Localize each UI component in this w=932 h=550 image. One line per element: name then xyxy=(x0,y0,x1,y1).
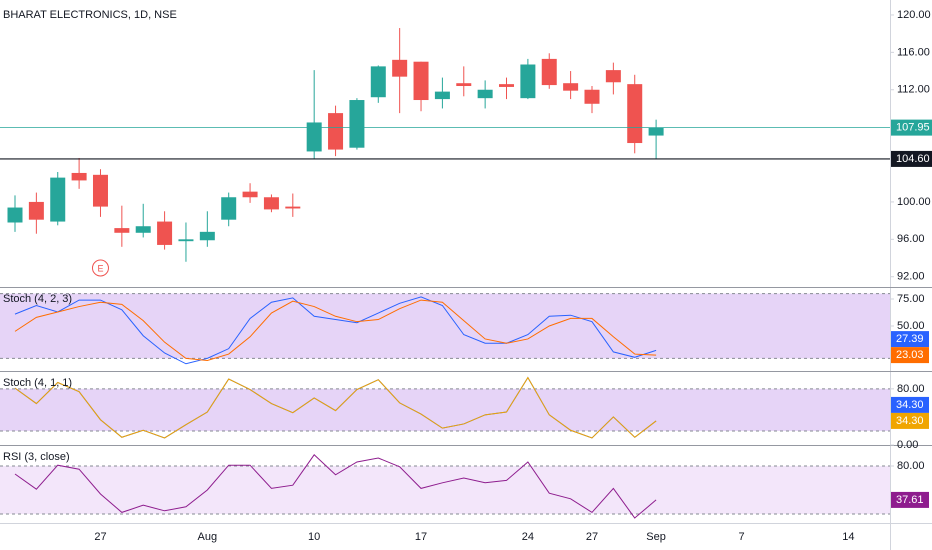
x-tick-label: 24 xyxy=(522,531,534,543)
candle-body xyxy=(648,127,664,136)
candle-body xyxy=(627,84,643,144)
last-value-box xyxy=(891,491,929,508)
price-label-box xyxy=(891,150,932,167)
band-fill xyxy=(0,388,890,431)
candle-body xyxy=(563,83,579,91)
x-tick-label: 10 xyxy=(308,531,320,543)
candle-body xyxy=(7,207,23,223)
candle-body xyxy=(157,221,173,245)
y-tick-label: 120.00 xyxy=(897,9,931,21)
candle-body xyxy=(349,100,365,148)
x-tick-label: 14 xyxy=(842,531,854,543)
indicator-line xyxy=(14,296,657,365)
price-label: 104.60 xyxy=(896,153,930,165)
candle-body xyxy=(584,89,600,104)
candle-body xyxy=(520,64,536,99)
chart-title: BHARAT ELECTRONICS, 1D, NSE xyxy=(3,9,177,21)
candle-body xyxy=(92,174,108,207)
earnings-marker-label: E xyxy=(97,263,103,273)
earnings-marker xyxy=(91,259,109,277)
price-label-box xyxy=(891,119,932,136)
x-tick-label: Aug xyxy=(198,531,218,543)
candle-body xyxy=(413,61,429,101)
y-tick-label: 92.00 xyxy=(897,271,925,283)
indicator-line xyxy=(14,299,657,362)
last-value-label: 37.61 xyxy=(896,494,924,506)
candle-body xyxy=(370,66,386,98)
last-value-box xyxy=(891,347,929,364)
y-tick-label: 96.00 xyxy=(897,233,925,245)
y-tick-label: 0.00 xyxy=(897,439,918,451)
candle-body xyxy=(392,59,408,77)
y-tick-label: 112.00 xyxy=(897,84,930,96)
candle-body xyxy=(178,239,194,242)
indicator-line xyxy=(14,376,657,439)
y-tick-label: 80.00 xyxy=(897,460,925,472)
candle-body xyxy=(328,113,344,150)
pane-title: RSI (3, close) xyxy=(3,451,70,463)
candle-body xyxy=(50,177,66,222)
x-tick-label: 17 xyxy=(415,531,427,543)
candle-body xyxy=(541,58,557,86)
x-tick-label: 27 xyxy=(586,531,598,543)
pane-title: Stoch (4, 1, 1) xyxy=(3,377,72,389)
candle-body xyxy=(28,201,44,220)
last-value-label: 34.30 xyxy=(896,399,924,411)
candle-body xyxy=(434,91,450,100)
y-tick-label: 100.00 xyxy=(897,196,931,208)
price-label: 107.95 xyxy=(896,122,930,134)
candle-body xyxy=(135,226,151,233)
candle-body xyxy=(477,89,493,99)
y-tick-label: 75.00 xyxy=(897,293,925,305)
last-value-label: 23.03 xyxy=(896,349,924,361)
pane-title: Stoch (4, 2, 3) xyxy=(3,293,72,305)
last-value-box xyxy=(891,396,929,413)
band-fill xyxy=(0,293,890,359)
x-tick-label: Sep xyxy=(646,531,666,543)
last-value-label: 34.30 xyxy=(896,415,924,427)
band-fill xyxy=(0,466,890,514)
y-tick-label: 116.00 xyxy=(897,46,930,58)
candle-body xyxy=(71,172,87,181)
candle-body xyxy=(499,84,515,87)
x-tick-label: 7 xyxy=(739,531,745,543)
candle-body xyxy=(263,197,279,210)
candle-body xyxy=(114,228,130,233)
candle-body xyxy=(306,122,322,152)
last-value-label: 27.39 xyxy=(896,333,924,345)
y-tick-label: 80.00 xyxy=(897,383,925,395)
last-value-box xyxy=(891,331,929,348)
candle-body xyxy=(221,197,237,220)
last-value-box xyxy=(891,412,929,429)
x-tick-label: 27 xyxy=(94,531,106,543)
candle-body xyxy=(199,231,215,241)
candle-body xyxy=(242,191,258,198)
candle-body xyxy=(285,206,301,209)
y-tick-label: 50.00 xyxy=(897,320,925,332)
indicator-line xyxy=(14,454,657,519)
candle-body xyxy=(605,70,621,83)
candle-body xyxy=(456,83,472,87)
